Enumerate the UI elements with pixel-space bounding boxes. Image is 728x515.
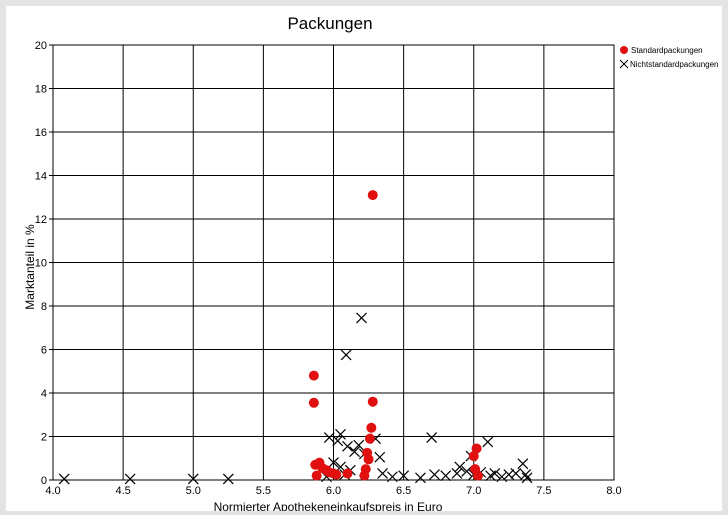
data-point-nichtstandardpackungen [521, 472, 533, 484]
x-tick-label: 4.5 [115, 485, 130, 497]
legend-marker-nichtstandardpackungen [619, 59, 629, 69]
legend-marker-standardpackungen [620, 46, 628, 54]
data-point-nichtstandardpackungen [426, 432, 438, 444]
data-point-standardpackungen [311, 470, 322, 481]
y-tick-label: 16 [35, 127, 47, 139]
data-point-nichtstandardpackungen [415, 472, 426, 484]
data-point-standardpackungen [308, 370, 319, 381]
tick-labels: 4.0 4.5 5.0 5.5 6.0 6.5 7.0 7.5 8.0 0 2 4 6 8 10 12 14 16… [35, 40, 622, 497]
data-point-nichtstandardpackungen [124, 473, 136, 485]
data-point-nichtstandardpackungen [328, 457, 339, 469]
data-point-nichtstandardpackungen [510, 468, 522, 479]
x-tick-label: 6.5 [396, 485, 411, 497]
data-point-standardpackungen [468, 451, 479, 462]
legend-label-nichtstandardpackungen: Nichtstandardpackungen [630, 60, 719, 69]
x-tick-label: 7.0 [466, 485, 481, 497]
data-point-nichtstandardpackungen [222, 473, 234, 485]
data-point-nichtstandardpackungen [489, 468, 501, 479]
data-point-nichtstandardpackungen [496, 471, 508, 483]
grid [49, 44, 615, 481]
data-point-nichtstandardpackungen [461, 465, 473, 477]
x-tick-label: 5.0 [186, 485, 201, 497]
y-tick-label: 12 [35, 214, 47, 226]
data-point-nichtstandardpackungen [482, 436, 494, 448]
y-tick-label: 20 [35, 40, 47, 52]
y-axis-label: Marktanteil in % [23, 224, 37, 310]
data-point-nichtstandardpackungen [323, 432, 335, 444]
x-tick-label: 4.0 [45, 485, 60, 497]
y-tick-label: 6 [41, 345, 47, 357]
y-tick-label: 2 [41, 432, 47, 444]
y-tick-label: 8 [41, 301, 47, 313]
x-tick-label: 5.5 [256, 485, 271, 497]
x-tick-label: 6.0 [326, 485, 341, 497]
data-point-standardpackungen [331, 469, 342, 480]
data-point-standardpackungen [472, 470, 483, 481]
x-tick-label: 7.5 [536, 485, 551, 497]
chart-canvas: 4.0 4.5 5.0 5.5 6.0 6.5 7.0 7.5 8.0 0 2 4 6 8 10 12 14 16… [6, 6, 722, 511]
plot-border [52, 44, 615, 481]
y-tick-label: 4 [41, 388, 47, 400]
data-points [58, 190, 533, 485]
data-point-standardpackungen [363, 454, 374, 465]
data-point-nichtstandardpackungen [332, 435, 344, 447]
data-point-nichtstandardpackungen [398, 470, 410, 482]
data-point-standardpackungen [308, 397, 319, 408]
x-tick-label: 8.0 [606, 485, 621, 497]
data-point-nichtstandardpackungen [503, 469, 515, 480]
y-tick-label: 10 [35, 258, 47, 270]
data-point-nichtstandardpackungen [429, 469, 440, 480]
data-point-nichtstandardpackungen [377, 468, 389, 479]
data-point-nichtstandardpackungen [353, 439, 365, 451]
data-point-nichtstandardpackungen [517, 458, 529, 470]
data-point-nichtstandardpackungen [440, 470, 452, 482]
y-tick-label: 14 [35, 171, 47, 183]
data-point-standardpackungen [367, 396, 378, 407]
legend-label-standardpackungen: Standardpackungen [631, 46, 703, 55]
scatter-chart: 4.0 4.5 5.0 5.5 6.0 6.5 7.0 7.5 8.0 0 2 4 6 8 10 12 14 16… [23, 14, 719, 511]
data-point-standardpackungen [471, 443, 482, 454]
data-point-nichtstandardpackungen [374, 451, 386, 463]
data-point-standardpackungen [366, 422, 377, 433]
data-point-nichtstandardpackungen [349, 446, 360, 458]
data-point-nichtstandardpackungen [340, 349, 352, 361]
y-tick-label: 0 [41, 475, 47, 487]
data-point-standardpackungen [359, 470, 370, 481]
data-point-nichtstandardpackungen [520, 469, 532, 480]
legend: Standardpackungen Nichtstandardpackungen [619, 46, 719, 69]
data-point-standardpackungen [342, 468, 353, 479]
data-point-nichtstandardpackungen [335, 428, 346, 440]
x-axis-label: Normierter Apothekeneinkaufspreis in Eur… [214, 500, 443, 511]
data-point-standardpackungen [367, 190, 378, 201]
y-tick-label: 18 [35, 84, 47, 96]
data-point-nichtstandardpackungen [356, 312, 367, 324]
data-point-nichtstandardpackungen [342, 440, 353, 452]
data-point-nichtstandardpackungen [58, 473, 70, 485]
data-point-nichtstandardpackungen [451, 468, 463, 479]
data-point-nichtstandardpackungen [386, 471, 398, 483]
chart-title: Packungen [287, 14, 372, 33]
data-point-nichtstandardpackungen [187, 473, 199, 485]
data-point-standardpackungen [364, 433, 375, 444]
data-point-nichtstandardpackungen [454, 461, 466, 473]
